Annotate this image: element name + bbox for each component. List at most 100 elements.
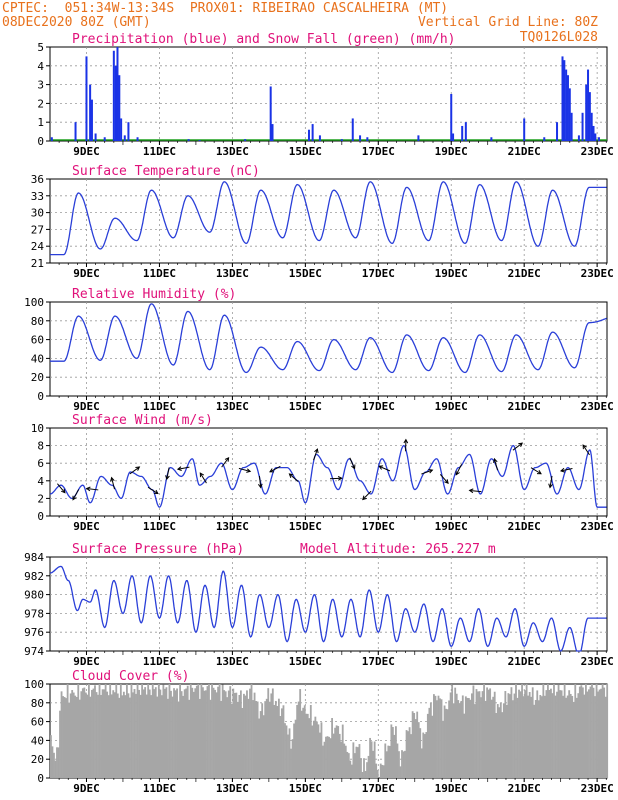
precip-bar xyxy=(563,60,566,141)
precip-bar xyxy=(565,69,568,141)
wind-arrow-head xyxy=(269,468,275,473)
cloud-bar xyxy=(493,691,496,778)
xtick-label-wind: 11DEC xyxy=(143,520,176,533)
cloud-bar xyxy=(577,693,580,778)
precip-bar xyxy=(417,135,420,141)
cloud-bar xyxy=(332,733,335,778)
cloud-bar xyxy=(83,687,86,778)
precip-bar xyxy=(543,137,546,141)
cloud-bar xyxy=(273,704,276,778)
cloud-bar xyxy=(281,708,283,778)
header-model-label: TQ0126L028 xyxy=(519,30,598,45)
cloud-bar xyxy=(357,747,359,778)
wind-speed-line xyxy=(49,444,607,508)
cloud-bar xyxy=(224,691,227,778)
xtick-label-precip: 17DEC xyxy=(362,145,395,158)
cloud-bar xyxy=(256,701,259,778)
precip-bar xyxy=(198,140,201,141)
cloud-bar xyxy=(163,688,166,778)
cloud-bar xyxy=(206,686,209,778)
cloud-bar xyxy=(243,693,245,778)
cloud-bar xyxy=(244,695,247,778)
cloud-bar xyxy=(57,747,60,778)
wind-arrow xyxy=(549,475,553,488)
cloud-bar xyxy=(574,684,577,778)
cloud-bar xyxy=(51,746,54,778)
cloud-bar xyxy=(337,726,340,778)
cloud-bar xyxy=(505,704,508,778)
cloud-bar xyxy=(334,727,337,778)
cloud-bar xyxy=(568,690,571,778)
ytick-label-rh: 20 xyxy=(31,371,44,384)
cloud-bar xyxy=(208,684,210,778)
wind-arrow xyxy=(349,457,356,469)
cloud-bar xyxy=(62,696,64,778)
cloud-bar xyxy=(586,691,589,778)
cloud-bar xyxy=(475,689,478,778)
panel-title-rh: Relative Humidity (%) xyxy=(72,287,236,302)
cloud-bar xyxy=(148,689,151,778)
cloud-bar xyxy=(557,684,560,778)
wind-arrow-head xyxy=(548,483,553,489)
precip-bar xyxy=(116,47,119,141)
cloud-bar xyxy=(309,704,312,778)
cloud-bar xyxy=(448,700,451,778)
wind-arrow xyxy=(57,483,66,494)
cloud-bar xyxy=(363,758,365,778)
cloud-bar xyxy=(335,725,338,778)
precip-bar xyxy=(452,133,455,141)
cloud-bar xyxy=(215,692,218,778)
ytick-label-cloud: 100 xyxy=(24,678,44,691)
precip-bar xyxy=(568,88,571,141)
cloud-bar xyxy=(542,684,545,778)
cloud-bar xyxy=(189,684,192,778)
precip-bar xyxy=(588,92,591,141)
cloud-bar xyxy=(405,730,408,778)
cloud-bar xyxy=(261,703,264,778)
cloud-bar xyxy=(328,736,330,778)
cloud-bar xyxy=(311,725,314,778)
cloud-bar xyxy=(150,695,153,778)
cloud-bar xyxy=(550,688,552,778)
cloud-bar xyxy=(247,698,250,778)
panel-title-cloud: Cloud Cover (%) xyxy=(72,669,189,684)
humidity-series-line xyxy=(50,303,607,374)
panel-title-temp: Surface Temperature (nC) xyxy=(72,164,260,179)
cloud-bar xyxy=(77,684,80,778)
cloud-bar xyxy=(287,734,289,778)
cloud-bar xyxy=(194,688,197,778)
wind-arrow-head xyxy=(428,469,434,474)
wind-arrow xyxy=(560,468,573,472)
ytick-label-pres: 984 xyxy=(24,551,44,564)
xtick-label-precip: 15DEC xyxy=(289,145,322,158)
cloud-bar xyxy=(239,690,242,778)
cloud-bar xyxy=(236,701,239,778)
precip-bar xyxy=(89,84,92,141)
xtick-label-wind: 19DEC xyxy=(435,520,468,533)
ytick-label-wind: 8 xyxy=(37,440,44,453)
cloud-bar xyxy=(440,699,443,778)
cloud-bar xyxy=(461,695,464,778)
precip-bar xyxy=(581,112,584,141)
cloud-bar xyxy=(144,687,147,778)
cloud-bar xyxy=(331,718,333,778)
cloud-bar xyxy=(294,719,297,778)
cloud-bar xyxy=(449,692,452,778)
cloud-bar xyxy=(302,707,305,778)
cloud-bar xyxy=(543,695,546,778)
wind-arrow xyxy=(129,466,140,475)
xtick-label-rh: 17DEC xyxy=(362,400,395,413)
cloud-bar xyxy=(420,748,423,778)
cloud-bar xyxy=(139,694,142,778)
cloud-bar xyxy=(563,684,566,778)
cloud-bar xyxy=(367,755,370,778)
header-grid-line-label: Vertical Grid Line: 80Z xyxy=(417,15,598,30)
cloud-bar xyxy=(486,687,489,778)
wind-arrow-head xyxy=(378,465,384,470)
cloud-bar xyxy=(229,686,232,778)
wind-arrow-head xyxy=(518,442,524,447)
xtick-label-wind: 15DEC xyxy=(289,520,322,533)
wind-arrow xyxy=(313,448,318,461)
cloud-bar xyxy=(72,692,75,778)
cloud-bar xyxy=(553,684,555,778)
